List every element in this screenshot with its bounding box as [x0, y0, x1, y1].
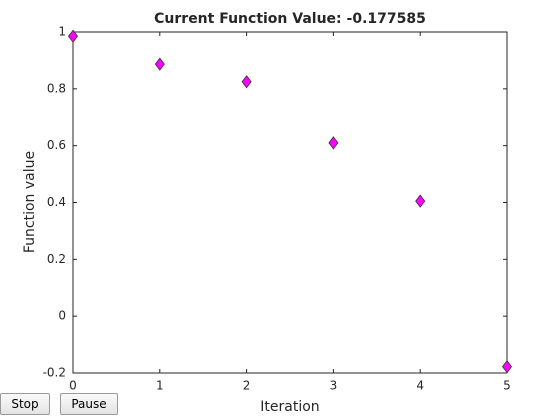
stop-button[interactable]: Stop	[0, 393, 50, 415]
pause-button[interactable]: Pause	[60, 393, 118, 415]
y-tick-label: 0.2	[47, 252, 66, 266]
axes-box	[72, 31, 508, 374]
data-point	[68, 29, 78, 43]
y-tick-label: 0.4	[47, 195, 66, 209]
y-tick-label: 0.6	[47, 138, 66, 152]
y-tick-label: 0.8	[47, 81, 66, 95]
x-tick-label: 2	[243, 379, 251, 393]
x-tick-label: 0	[69, 379, 77, 393]
data-point	[328, 136, 339, 150]
chart-title: Current Function Value: -0.177585	[154, 11, 426, 27]
y-tick-label: 0	[58, 309, 66, 323]
data-point	[154, 57, 165, 71]
data-point	[415, 194, 426, 208]
y-tick-label: -0.2	[43, 366, 66, 380]
x-tick-label: 3	[330, 379, 338, 393]
y-tick-label: 1	[58, 25, 66, 39]
x-tick-label: 5	[503, 379, 511, 393]
x-tick-label: 1	[156, 379, 164, 393]
data-point	[241, 75, 252, 89]
x-tick-label: 4	[416, 379, 424, 393]
y-axis-label: Function value	[22, 151, 38, 253]
data-point	[502, 359, 512, 374]
x-axis-label: Iteration	[260, 399, 319, 415]
